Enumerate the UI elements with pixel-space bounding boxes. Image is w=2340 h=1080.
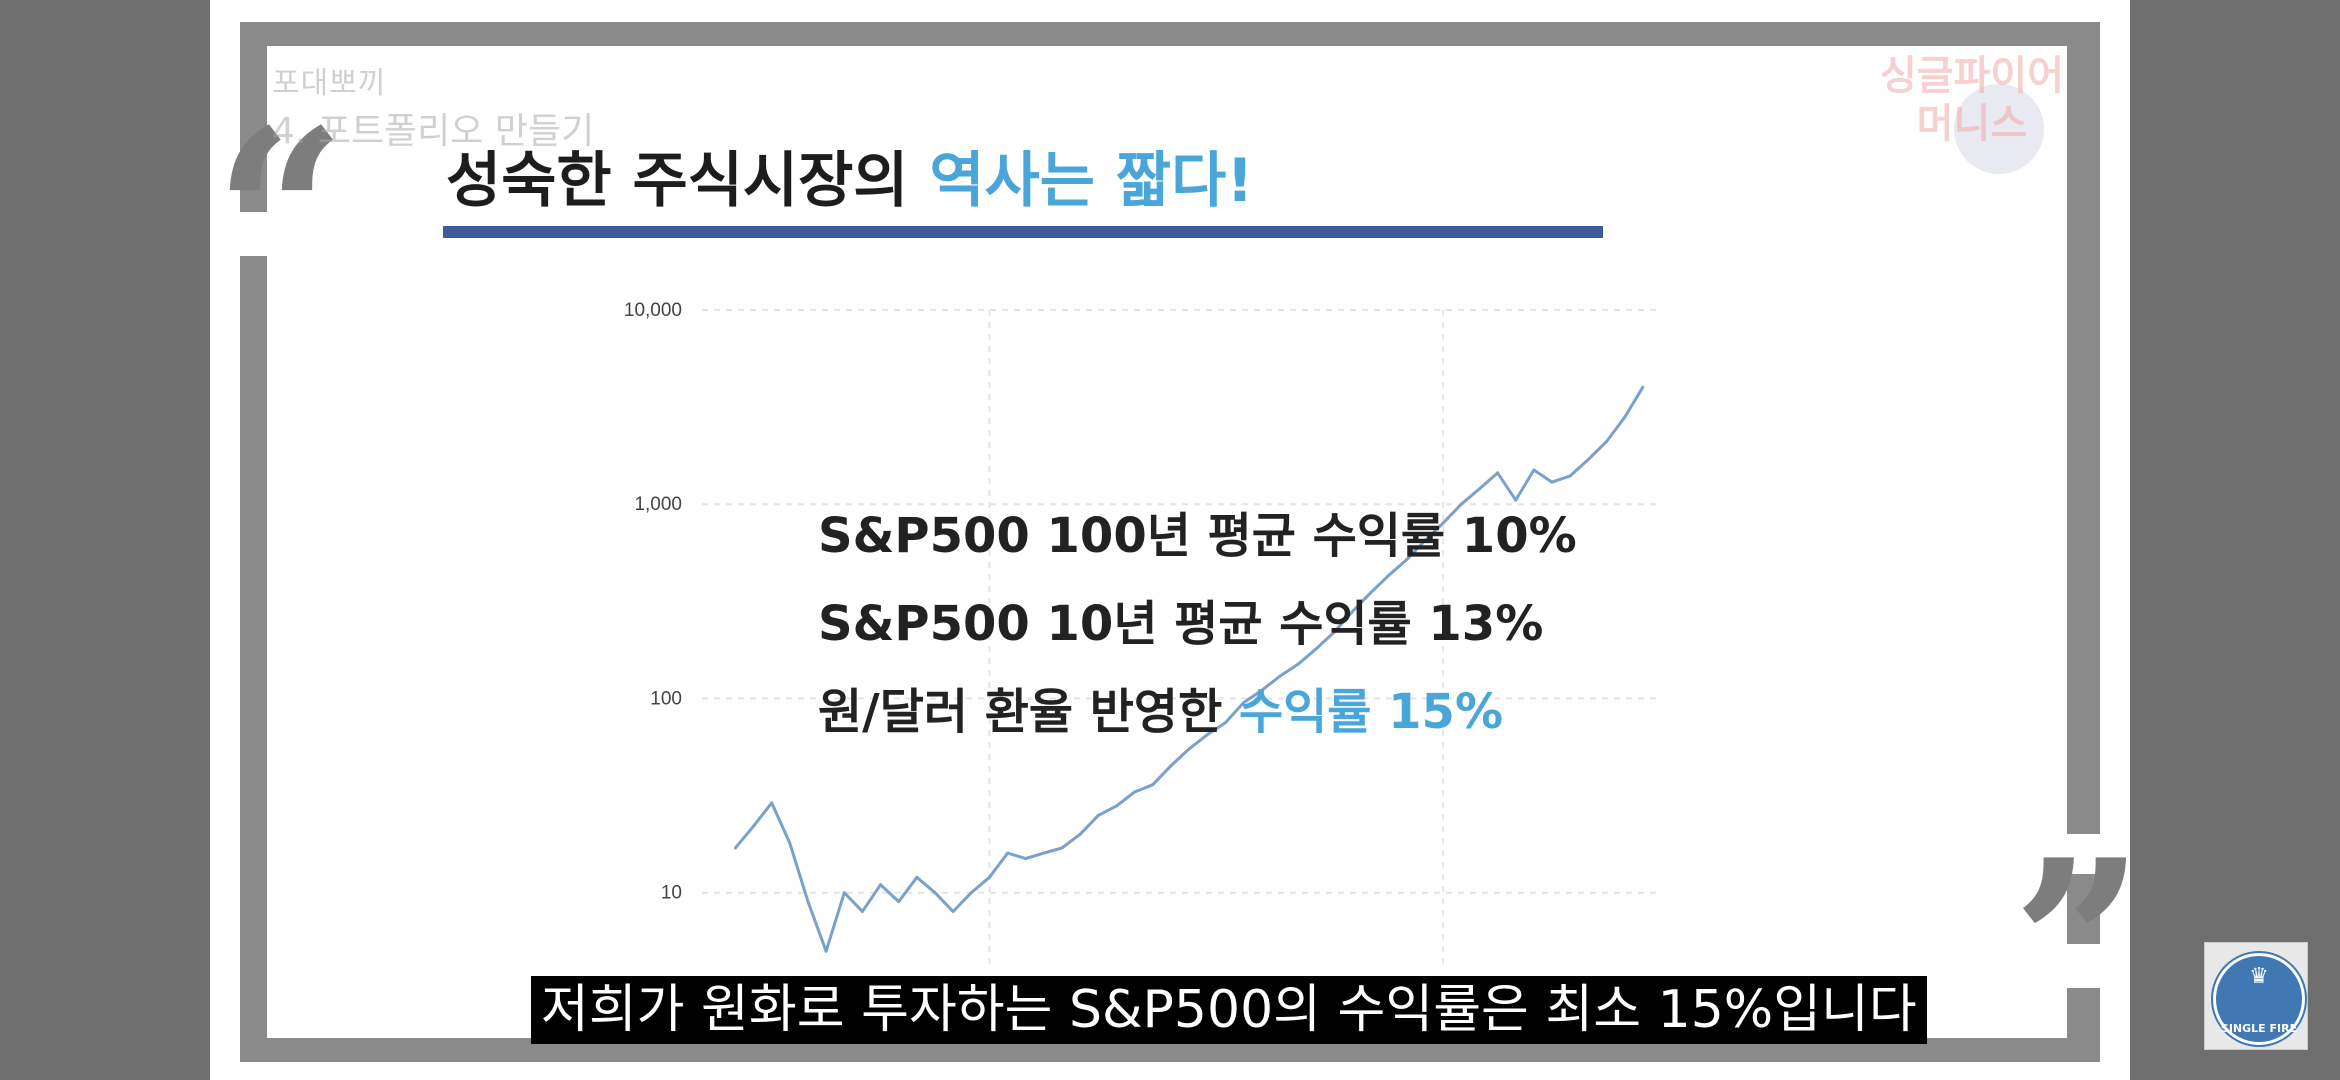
frame-gap [2066, 944, 2110, 988]
y-tick-label: 10,000 [624, 300, 682, 321]
data-point [1332, 630, 1336, 634]
data-point [1532, 468, 1536, 472]
data-point [1623, 415, 1627, 419]
data-point [933, 891, 937, 895]
data-point [1078, 832, 1082, 836]
left-letterbox [0, 0, 210, 1080]
slide-title: 성숙한 주식시장의 역사는 짧다! [446, 132, 1254, 219]
data-point [1242, 701, 1246, 705]
data-point [1060, 846, 1064, 850]
data-point [1568, 474, 1572, 478]
watermark-series: 포대뽀끼 [272, 66, 387, 101]
data-point [824, 949, 828, 953]
data-point [1114, 804, 1118, 808]
y-tick-label: 10 [661, 883, 682, 904]
overlay-line-3-accent: 수익률 15% [1238, 684, 1504, 740]
channel-logo[interactable]: ♛ SINGLE FIRE [2204, 942, 2308, 1050]
overlay-line-2: S&P500 10년 평균 수익률 13% [818, 596, 1544, 652]
data-point [1514, 498, 1518, 502]
data-point [1042, 851, 1046, 855]
data-point [1006, 851, 1010, 855]
data-point [969, 891, 973, 895]
overlay-line-1: S&P500 100년 평균 수익률 10% [818, 508, 1577, 564]
data-point [1169, 764, 1173, 768]
frame-gap [2066, 834, 2110, 874]
slide-title-accent: 역사는 짧다! [929, 146, 1254, 216]
watermark-channel-line1: 싱글파이어 [1880, 53, 2064, 99]
channel-logo-text: SINGLE FIRE [2220, 1022, 2298, 1035]
data-point [1350, 610, 1354, 614]
data-point [1387, 573, 1391, 577]
data-point [1586, 457, 1590, 461]
data-point [915, 875, 919, 879]
data-point [1441, 521, 1445, 525]
data-point [1477, 487, 1481, 491]
data-point [1223, 721, 1227, 725]
data-point [842, 891, 846, 895]
close-quote-mark: ” [2012, 810, 2145, 1080]
data-point [1133, 790, 1137, 794]
video-subtitle: 저희가 원화로 투자하는 S&P500의 수익률은 최소 15%입니다 [531, 976, 1927, 1044]
data-point [1459, 502, 1463, 506]
open-quote-mark: “ [214, 80, 347, 350]
data-point [879, 883, 883, 887]
watermark-chapter: 4. 포트폴리오 만들기 [272, 111, 595, 152]
overlay-line-3-main: 원/달러 환율 반영한 [818, 684, 1223, 740]
data-point [752, 824, 756, 828]
data-point [1550, 480, 1554, 484]
watermark-channel-line2: 머니스 [1916, 101, 2028, 147]
data-point [1278, 674, 1282, 678]
data-point [1314, 647, 1318, 651]
data-point [1423, 539, 1427, 543]
overlay-line-3: 원/달러 환율 반영한 수익률 15% [818, 668, 1577, 756]
data-point [788, 841, 792, 845]
data-point [1187, 747, 1191, 751]
y-tick-label: 100 [650, 688, 682, 709]
data-point [1296, 662, 1300, 666]
data-point [1641, 385, 1645, 389]
slide [267, 46, 2067, 1038]
data-point [1260, 688, 1264, 692]
data-point [897, 900, 901, 904]
data-point [1604, 440, 1608, 444]
title-underline [443, 226, 1603, 238]
data-point [1405, 557, 1409, 561]
data-point [860, 910, 864, 914]
channel-logo-badge: ♛ SINGLE FIRE [2213, 953, 2305, 1045]
data-point [1205, 733, 1209, 737]
data-point [770, 801, 774, 805]
sp500-chart: 10,000 1,000 100 10 [624, 300, 1660, 970]
data-point [1151, 783, 1155, 787]
data-point [1369, 591, 1373, 595]
data-point [733, 846, 737, 850]
frame-gap [236, 212, 270, 256]
data-point [806, 900, 810, 904]
watermark-logo-icon [1954, 84, 2044, 174]
returns-overlay: S&P500 100년 평균 수익률 10% S&P500 10년 평균 수익률… [818, 492, 1577, 756]
data-point [987, 875, 991, 879]
data-point [1496, 471, 1500, 475]
slide-title-main: 성숙한 주식시장의 [446, 146, 909, 216]
data-point [1096, 813, 1100, 817]
data-point [1024, 857, 1028, 861]
watermark-channel: 싱글파이어 머니스 [1880, 52, 2064, 148]
right-letterbox [2130, 0, 2340, 1080]
data-point [951, 910, 955, 914]
statue-of-liberty-icon: ♛ [2249, 964, 2269, 989]
y-tick-label: 1,000 [634, 494, 682, 515]
